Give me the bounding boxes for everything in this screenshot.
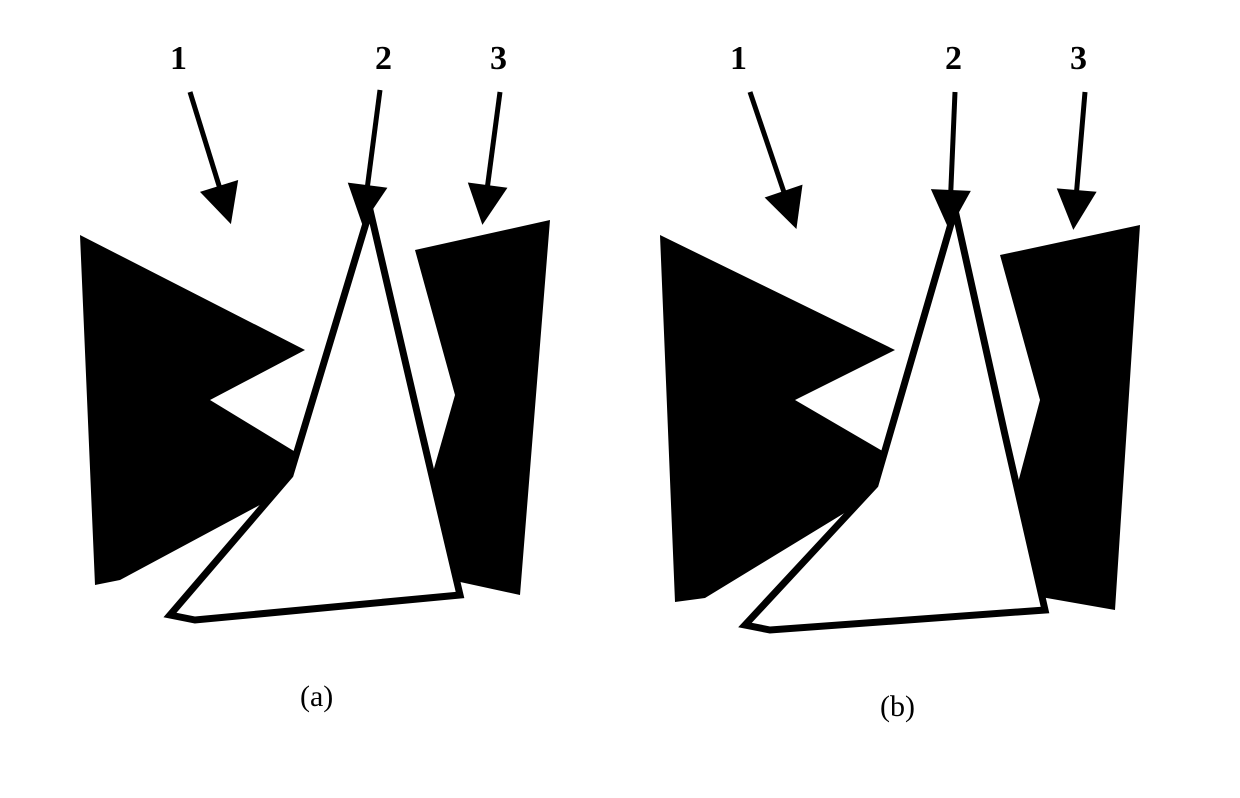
panel-b-svg — [640, 40, 1190, 660]
label-1: 1 — [170, 40, 187, 78]
panel-a-svg — [60, 40, 610, 650]
arrow-3 — [1075, 92, 1085, 210]
panel-b: 1 2 3 (b) — [640, 40, 1190, 700]
arrow-2 — [950, 92, 955, 210]
arrow-1 — [190, 92, 225, 205]
caption-a: (a) — [300, 680, 333, 714]
label-3: 3 — [1070, 40, 1087, 78]
arrow-2 — [365, 90, 380, 205]
arrow-3 — [485, 92, 500, 205]
label-1: 1 — [730, 40, 747, 78]
label-3: 3 — [490, 40, 507, 78]
caption-b: (b) — [880, 690, 915, 724]
label-2: 2 — [945, 40, 962, 78]
arrow-1 — [750, 92, 790, 210]
label-2: 2 — [375, 40, 392, 78]
panel-a: 1 2 3 (a) — [60, 40, 610, 700]
